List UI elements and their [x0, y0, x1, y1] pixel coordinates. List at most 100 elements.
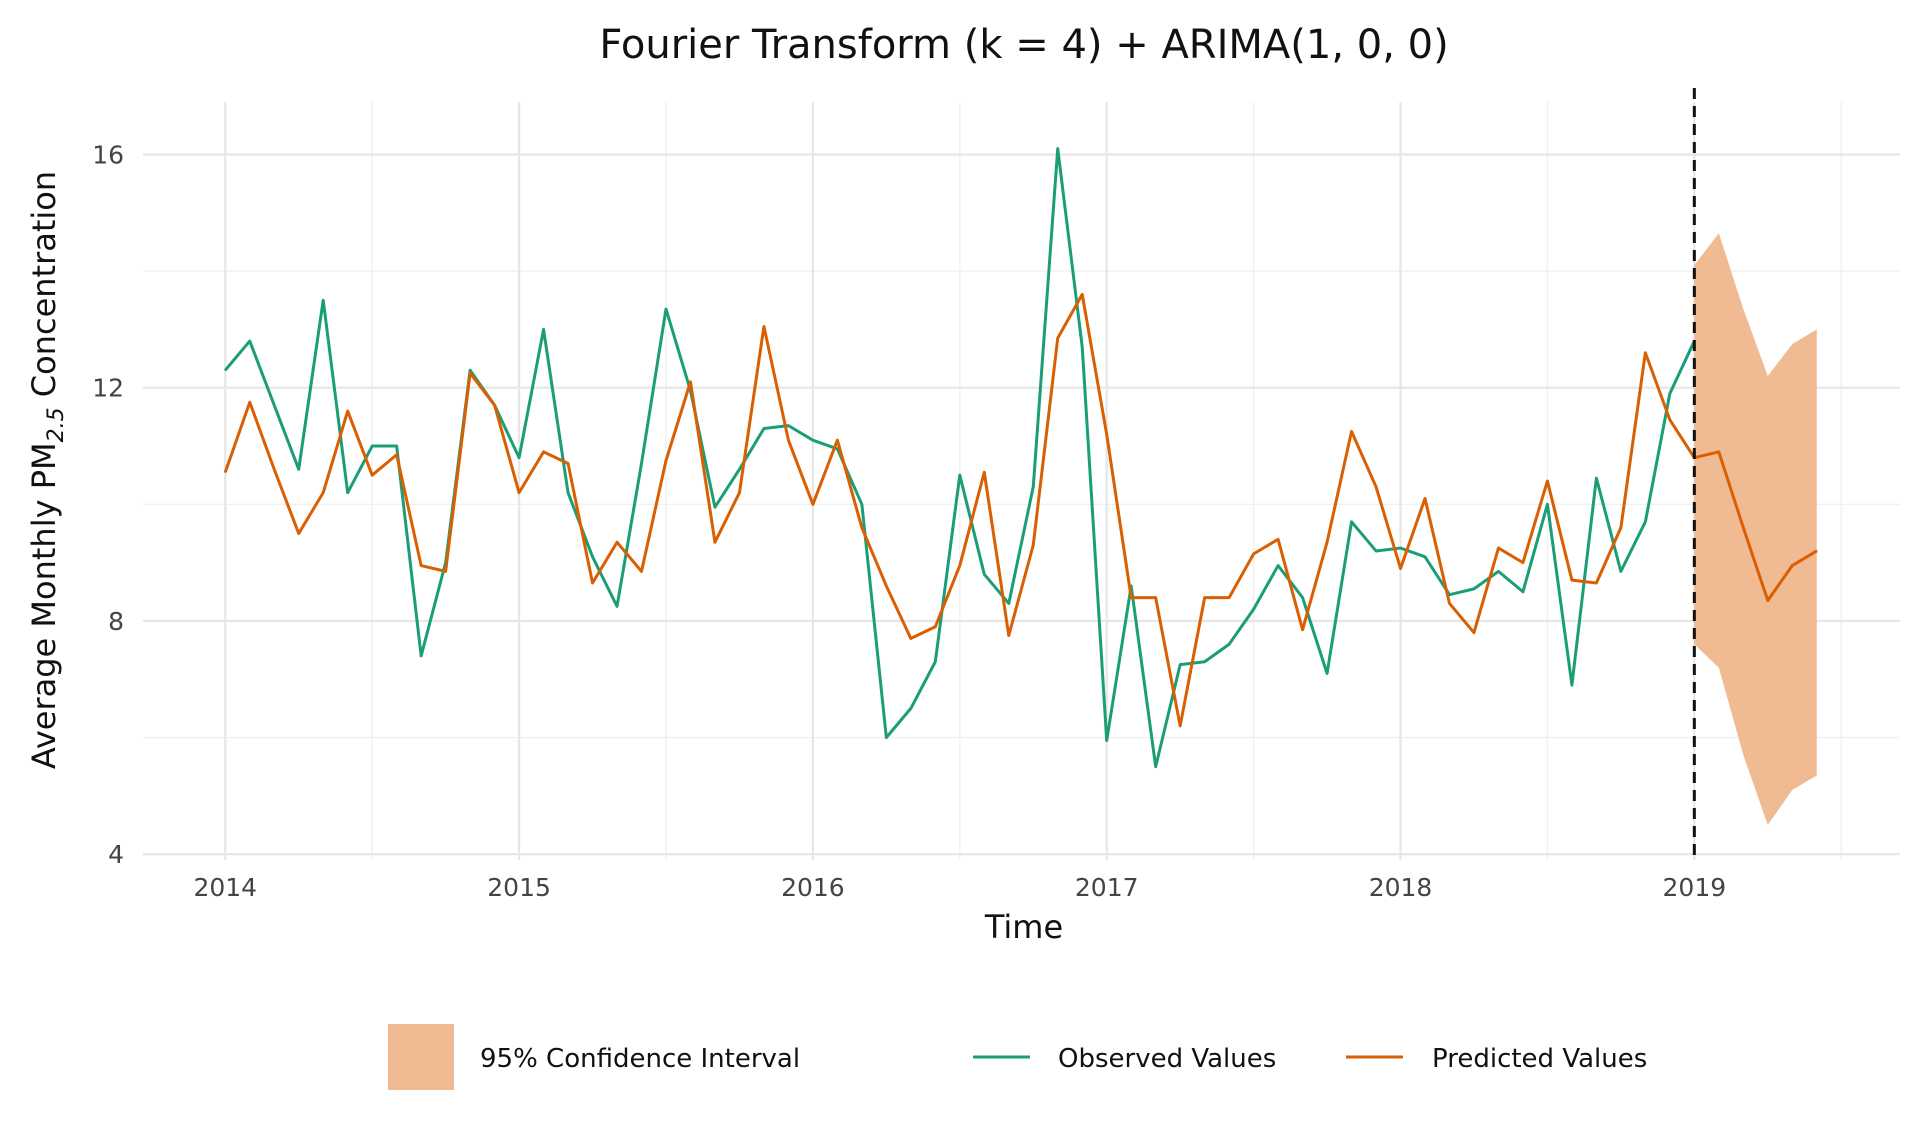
predicted-data-point [1815, 550, 1818, 552]
predicted-data-point [1056, 337, 1059, 339]
observed-data-point [1326, 672, 1328, 675]
observed-data-point [1007, 602, 1010, 605]
observed-data-point [958, 474, 961, 476]
observed-data-point [518, 456, 520, 459]
observed-data-point [1252, 608, 1255, 611]
data-points-layer [224, 147, 1818, 768]
legend: 95% Confidence Interval Observed Values … [388, 1024, 1647, 1090]
observed-data-point [273, 404, 276, 407]
y-axis-title-prefix: Average Monthly PM [25, 442, 63, 769]
predicted-data-point [1277, 538, 1279, 541]
observed-data-point [420, 655, 422, 657]
predicted-data-point [1791, 564, 1794, 567]
predicted-data-point [1424, 497, 1426, 500]
predicted-data-point [763, 325, 765, 328]
observed-data-point [1644, 521, 1647, 523]
predicted-data-point [1081, 293, 1084, 296]
observed-data-point [983, 573, 986, 576]
predicted-data-point [322, 491, 325, 494]
predicted-data-point [567, 462, 569, 465]
predicted-data-point [1644, 351, 1647, 354]
predicted-data-point [689, 381, 692, 383]
predicted-data-point [1154, 596, 1157, 599]
predicted-data-point [836, 439, 839, 441]
legend-observed-label: Observed Values [1058, 1044, 1276, 1074]
observed-data-point [542, 328, 545, 331]
predicted-data-point [1032, 544, 1035, 546]
predicted-data-point [665, 459, 667, 462]
predicted-data-point [297, 532, 300, 535]
observed-data-point [297, 468, 300, 471]
observed-data-point [1595, 477, 1598, 479]
predicted-data-point [273, 468, 276, 471]
observed-data-point [591, 556, 594, 558]
predicted-data-point [885, 585, 888, 587]
predicted-data-point [1497, 547, 1500, 549]
observed-data-point [1154, 765, 1157, 768]
legend-ci-label: 95% Confidence Interval [480, 1044, 800, 1074]
chart-title: Fourier Transform (k = 4) + ARIMA(1, 0, … [599, 22, 1448, 68]
predicted-data-point [248, 401, 251, 404]
predicted-data-point [934, 625, 937, 628]
predicted-data-point [1448, 602, 1451, 605]
observed-data-point [763, 427, 765, 430]
predicted-series-line [223, 292, 1818, 728]
predicted-data-point [1546, 480, 1549, 482]
observed-data-point [1032, 486, 1035, 488]
observed-data-point [346, 491, 349, 494]
observed-data-point [787, 424, 790, 427]
y-axis-title-suffix: Concentration [25, 171, 63, 408]
y-tick-label: 16 [92, 140, 124, 169]
observed-data-point [738, 468, 741, 471]
observed-data-point [1522, 590, 1524, 593]
predicted-data-point [1595, 582, 1598, 584]
observed-data-point [1399, 547, 1402, 549]
predicted-data-point [1375, 486, 1377, 488]
observed-data-point [322, 299, 325, 302]
observed-data-point [1571, 684, 1573, 686]
observed-data-point [616, 605, 618, 608]
observed-data-point [469, 369, 471, 372]
predicted-data-point [1105, 433, 1108, 436]
observed-data-point [224, 369, 227, 372]
predicted-data-point [493, 404, 496, 407]
observed-data-point [567, 491, 569, 494]
predicted-data-point [1718, 451, 1720, 453]
predicted-data-point [1203, 596, 1206, 599]
x-tick-label: 2017 [1075, 873, 1139, 902]
predicted-data-point [1620, 526, 1622, 529]
observed-data-point [1081, 346, 1084, 348]
x-tick-label: 2014 [193, 873, 257, 902]
predicted-data-point [591, 582, 594, 584]
observed-data-point [812, 439, 814, 441]
observed-data-point [1448, 593, 1451, 596]
observed-data-point [1056, 147, 1059, 150]
y-axis-title-subscript: 2.5 [44, 407, 69, 442]
predicted-data-point [395, 453, 398, 456]
observed-data-point [1203, 660, 1206, 663]
predicted-data-point [1399, 567, 1402, 570]
predicted-data-point [812, 503, 814, 506]
observed-data-point [248, 340, 251, 342]
predicted-data-point [616, 541, 618, 544]
observed-data-point [395, 445, 398, 447]
legend-ci-swatch [388, 1024, 454, 1090]
predicted-data-point [738, 491, 741, 494]
y-tick-label: 12 [92, 374, 124, 403]
observed-data-point [1669, 392, 1671, 395]
predicted-data-point [1742, 526, 1745, 529]
observed-data-point [1228, 643, 1230, 646]
observed-data-point [1130, 585, 1132, 587]
y-tick-label: 8 [108, 607, 124, 636]
predicted-data-point [787, 439, 790, 441]
x-axis-title: Time [984, 908, 1063, 946]
predicted-data-point [1179, 725, 1181, 727]
predicted-data-point [1766, 599, 1769, 602]
predicted-data-point [1130, 596, 1132, 599]
observed-data-point [1301, 596, 1304, 599]
confidence-band-layer [1694, 233, 1817, 826]
predicted-data-point [1326, 541, 1328, 544]
observed-data-point [714, 506, 716, 509]
